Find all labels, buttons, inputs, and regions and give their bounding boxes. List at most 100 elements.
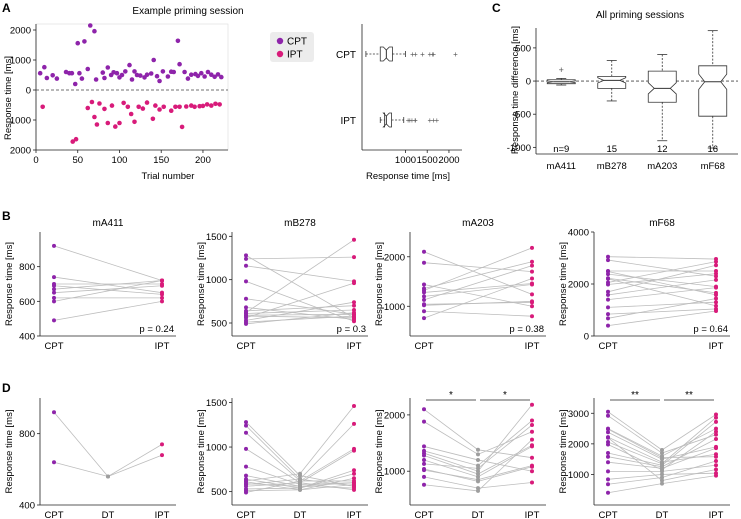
cpt-point: [42, 64, 47, 70]
cpt-point: [52, 295, 56, 300]
panel-a-legend: CPT IPT: [270, 32, 314, 62]
cpt-point: [92, 28, 97, 34]
ipt-point: [530, 437, 534, 442]
ipt-point: [714, 419, 718, 424]
cpt-point: [202, 74, 207, 79]
c-box: [597, 76, 627, 89]
plot-title: mF68: [649, 218, 675, 229]
ipt-point: [352, 300, 356, 305]
ipt-point: [160, 453, 164, 458]
dt-point: [298, 477, 302, 482]
pair-line: [53, 280, 163, 302]
panel-a-scatter: A Example priming session Trial number R…: [2, 1, 314, 182]
pair-line: [245, 282, 355, 319]
p-value: p = 0.3: [337, 324, 366, 335]
pair-line: [607, 271, 717, 296]
c-y-tick-label: 0: [526, 77, 531, 88]
ipt-point: [530, 300, 534, 305]
c-category-label: mA411: [547, 161, 576, 172]
ipt-point: [217, 102, 222, 107]
ipt-point: [168, 108, 174, 113]
pair-line: [53, 285, 163, 294]
pair-line: [245, 315, 355, 323]
cpt-point: [244, 321, 248, 326]
ipt-point: [530, 259, 534, 264]
outlier-marker: +: [413, 50, 418, 59]
ipt-point: [714, 426, 718, 431]
dt-point: [476, 466, 480, 471]
ipt-point: [714, 300, 718, 305]
cpt-point: [606, 460, 610, 465]
cpt-point: [244, 446, 248, 451]
ipt-point: [714, 263, 718, 268]
pair-line: [607, 273, 717, 287]
pair-line: [245, 239, 355, 313]
panel-letter-d: D: [2, 381, 11, 395]
ipt-point: [714, 259, 718, 264]
ipt-point: [183, 104, 189, 109]
panel-a-boxplot: Response time [ms] CPT IPT 1000 1500 2000 +…: [336, 24, 462, 182]
ipt-point: [92, 114, 97, 120]
cpt-point: [171, 69, 177, 75]
x-tick-label: 0: [33, 155, 38, 166]
ipt-point: [160, 295, 164, 300]
ipt-point: [192, 104, 197, 110]
y-tick-label: 1000: [384, 467, 405, 478]
dt-point: [660, 455, 664, 460]
ipt-point: [117, 120, 122, 126]
y-tick-label: 500: [211, 487, 227, 498]
x-category-label: CPT: [237, 510, 256, 519]
x-category-label: CPT: [45, 510, 64, 519]
cpt-point: [606, 409, 610, 414]
ipt-point: [352, 448, 356, 453]
pair-line: [53, 245, 163, 281]
y-tick-label: 400: [19, 332, 35, 343]
ipt-point: [530, 423, 534, 428]
pair-line: [245, 301, 355, 321]
c-y-tick-label: -1000: [507, 143, 531, 154]
ipt-point: [109, 103, 115, 108]
cpt-point: [606, 477, 610, 482]
y-axis-label: Response time [ms]: [558, 410, 569, 494]
ipt-point: [714, 309, 718, 314]
cpt-point: [422, 290, 426, 295]
ipt-point: [105, 120, 111, 126]
y-tick-label: 1000: [384, 302, 405, 313]
pair-line: [607, 256, 717, 260]
ipt-point: [97, 101, 102, 106]
ipt-point: [714, 285, 718, 290]
x-category-label: CPT: [415, 341, 434, 352]
cpt-point: [422, 302, 426, 307]
cpt-point: [606, 413, 610, 418]
ipt-point: [160, 283, 164, 288]
box-row-cpt-label: CPT: [336, 50, 356, 61]
pair-line: [423, 301, 533, 305]
cpt-point: [85, 66, 91, 72]
ipt-point: [714, 296, 718, 301]
cpt-point: [119, 72, 125, 78]
cpt-point: [244, 314, 248, 319]
cpt-point: [52, 410, 56, 415]
legend-cpt-label: CPT: [287, 37, 307, 48]
dt-point: [476, 486, 480, 491]
cpt-point: [82, 39, 87, 44]
ipt-point: [714, 415, 718, 420]
pair-line: [607, 279, 717, 296]
cpt-point: [44, 75, 50, 81]
cpt-point: [422, 453, 426, 458]
pair-line: [607, 261, 717, 283]
ipt-point: [352, 281, 356, 286]
ipt-point: [352, 468, 356, 473]
panel-letter-a: A: [2, 1, 11, 15]
cpt-point: [160, 69, 166, 74]
cpt-point: [422, 316, 426, 321]
cpt-point: [422, 282, 426, 287]
cpt-point: [177, 61, 182, 67]
ipt-point: [530, 269, 534, 274]
ipt-point: [352, 237, 356, 242]
y-axis-label: Response time [ms]: [374, 410, 385, 494]
x-category-label: CPT: [599, 341, 618, 352]
cpt-point: [422, 482, 426, 487]
ipt-point: [714, 446, 718, 451]
ipt-point: [714, 429, 718, 434]
